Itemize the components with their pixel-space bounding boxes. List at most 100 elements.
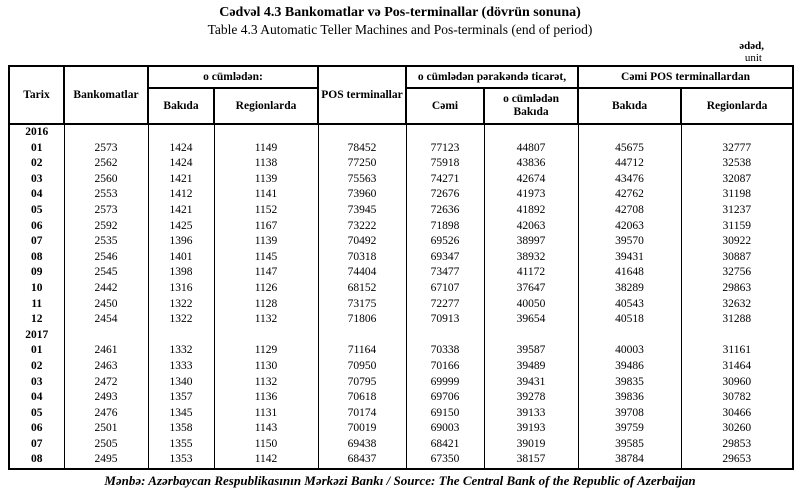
year-label: 2016 (8, 124, 65, 141)
table-row: 07 2535 1396 1139 70492 69526 38997 39570 30922 (8, 234, 794, 250)
header-row-subcolumns: Bakıda Regionlarda Cəmi o cümlədən Bakıd… (9, 87, 795, 125)
value-cell: 78452 (317, 140, 407, 157)
header-row-groups: Tarix Bankomatlar o cümlədən: POS termin… (8, 65, 795, 125)
month-cell: 08 (8, 249, 65, 266)
value-cell: 72676 (405, 187, 485, 203)
empty-cell (405, 327, 485, 344)
value-cell: 75918 (405, 156, 485, 172)
value-cell: 43476 (577, 171, 682, 188)
value-cell: 1424 (147, 140, 215, 157)
value-cell: 69526 (405, 234, 485, 250)
value-cell: 1145 (213, 249, 319, 266)
month-cell: 09 (8, 265, 65, 281)
value-cell: 40050 (483, 296, 579, 313)
value-cell: 70019 (317, 421, 407, 437)
value-cell: 31237 (680, 202, 794, 219)
value-cell: 1340 (147, 374, 215, 391)
value-cell: 69706 (405, 390, 485, 406)
value-cell: 38932 (483, 249, 579, 266)
value-cell: 1353 (147, 452, 215, 470)
month-cell: 05 (8, 202, 65, 219)
value-cell: 1412 (147, 187, 215, 203)
value-cell: 71898 (405, 218, 485, 235)
value-cell: 1136 (213, 390, 319, 406)
value-cell: 73222 (317, 218, 407, 235)
value-cell: 1132 (213, 312, 319, 328)
value-cell: 38289 (577, 280, 682, 297)
table-row: 12 2454 1322 1132 71806 70913 39654 40518 31288 (8, 312, 794, 328)
col-header-atm-baku: Bakıda (147, 87, 215, 125)
value-cell: 39570 (577, 234, 682, 250)
value-cell: 30260 (680, 421, 794, 437)
value-cell: 42063 (483, 218, 579, 235)
value-cell: 69347 (405, 249, 485, 266)
value-cell: 43836 (483, 156, 579, 172)
empty-cell (213, 327, 319, 344)
value-cell: 1421 (147, 202, 215, 219)
value-cell: 42063 (577, 218, 682, 235)
value-cell: 2562 (63, 156, 149, 172)
value-cell: 39759 (577, 421, 682, 437)
value-cell: 2442 (63, 280, 149, 297)
col-header-total-pos-group: Cəmi POS terminallardan (577, 65, 795, 89)
value-cell: 39835 (577, 374, 682, 391)
value-cell: 38997 (483, 234, 579, 250)
value-cell: 39431 (577, 249, 682, 266)
month-cell: 03 (8, 171, 65, 188)
table-row: 11 2450 1322 1128 73175 72277 40050 40543 32632 (8, 296, 794, 313)
value-cell: 1139 (213, 234, 319, 250)
year-label: 2017 (8, 327, 65, 344)
value-cell: 1401 (147, 249, 215, 266)
value-cell: 1345 (147, 405, 215, 422)
source-note: Mənbə: Azərbaycan Respublikasının Mərkəz… (104, 473, 696, 489)
empty-cell (577, 124, 682, 141)
month-cell: 12 (8, 312, 65, 328)
value-cell: 1126 (213, 280, 319, 297)
empty-cell (577, 327, 682, 344)
empty-cell (147, 124, 215, 141)
empty-cell (405, 124, 485, 141)
value-cell: 1357 (147, 390, 215, 406)
value-cell: 1167 (213, 218, 319, 235)
value-cell: 1150 (213, 436, 319, 453)
value-cell: 42708 (577, 202, 682, 219)
value-cell: 77250 (317, 156, 407, 172)
value-cell: 73175 (317, 296, 407, 313)
value-cell: 32632 (680, 296, 794, 313)
value-cell: 1143 (213, 421, 319, 437)
value-cell: 39587 (483, 343, 579, 359)
empty-cell (680, 124, 794, 141)
empty-cell (63, 124, 149, 141)
value-cell: 30922 (680, 234, 794, 250)
value-cell: 1316 (147, 280, 215, 297)
value-cell: 41648 (577, 265, 682, 281)
value-cell: 1355 (147, 436, 215, 453)
empty-cell (63, 327, 149, 344)
value-cell: 39654 (483, 312, 579, 328)
title-az: Cədvəl 4.3 Bankomatlar və Pos-terminalla… (219, 5, 581, 20)
unit-label-en: unit (744, 52, 762, 64)
col-header-pos-regions: Regionlarda (680, 87, 795, 125)
table-row: 07 2505 1355 1150 69438 68421 39019 39585 29853 (8, 436, 794, 453)
value-cell: 2461 (63, 343, 149, 359)
value-cell: 2450 (63, 296, 149, 313)
value-cell: 1152 (213, 202, 319, 219)
value-cell: 41973 (483, 187, 579, 203)
value-cell: 42762 (577, 187, 682, 203)
value-cell: 73960 (317, 187, 407, 203)
value-cell: 2546 (63, 249, 149, 266)
empty-cell (483, 327, 579, 344)
value-cell: 1141 (213, 187, 319, 203)
value-cell: 2454 (63, 312, 149, 328)
value-cell: 1396 (147, 234, 215, 250)
table-row: 05 2476 1345 1131 70174 69150 39133 39708 30466 (8, 405, 794, 422)
value-cell: 39708 (577, 405, 682, 422)
value-cell: 70950 (317, 358, 407, 375)
value-cell: 74404 (317, 265, 407, 281)
value-cell: 30782 (680, 390, 794, 406)
month-cell: 05 (8, 405, 65, 422)
month-cell: 06 (8, 218, 65, 235)
table-row: 08 2495 1353 1142 68437 67350 38157 38784 29653 (8, 452, 794, 470)
value-cell: 29653 (680, 452, 794, 470)
